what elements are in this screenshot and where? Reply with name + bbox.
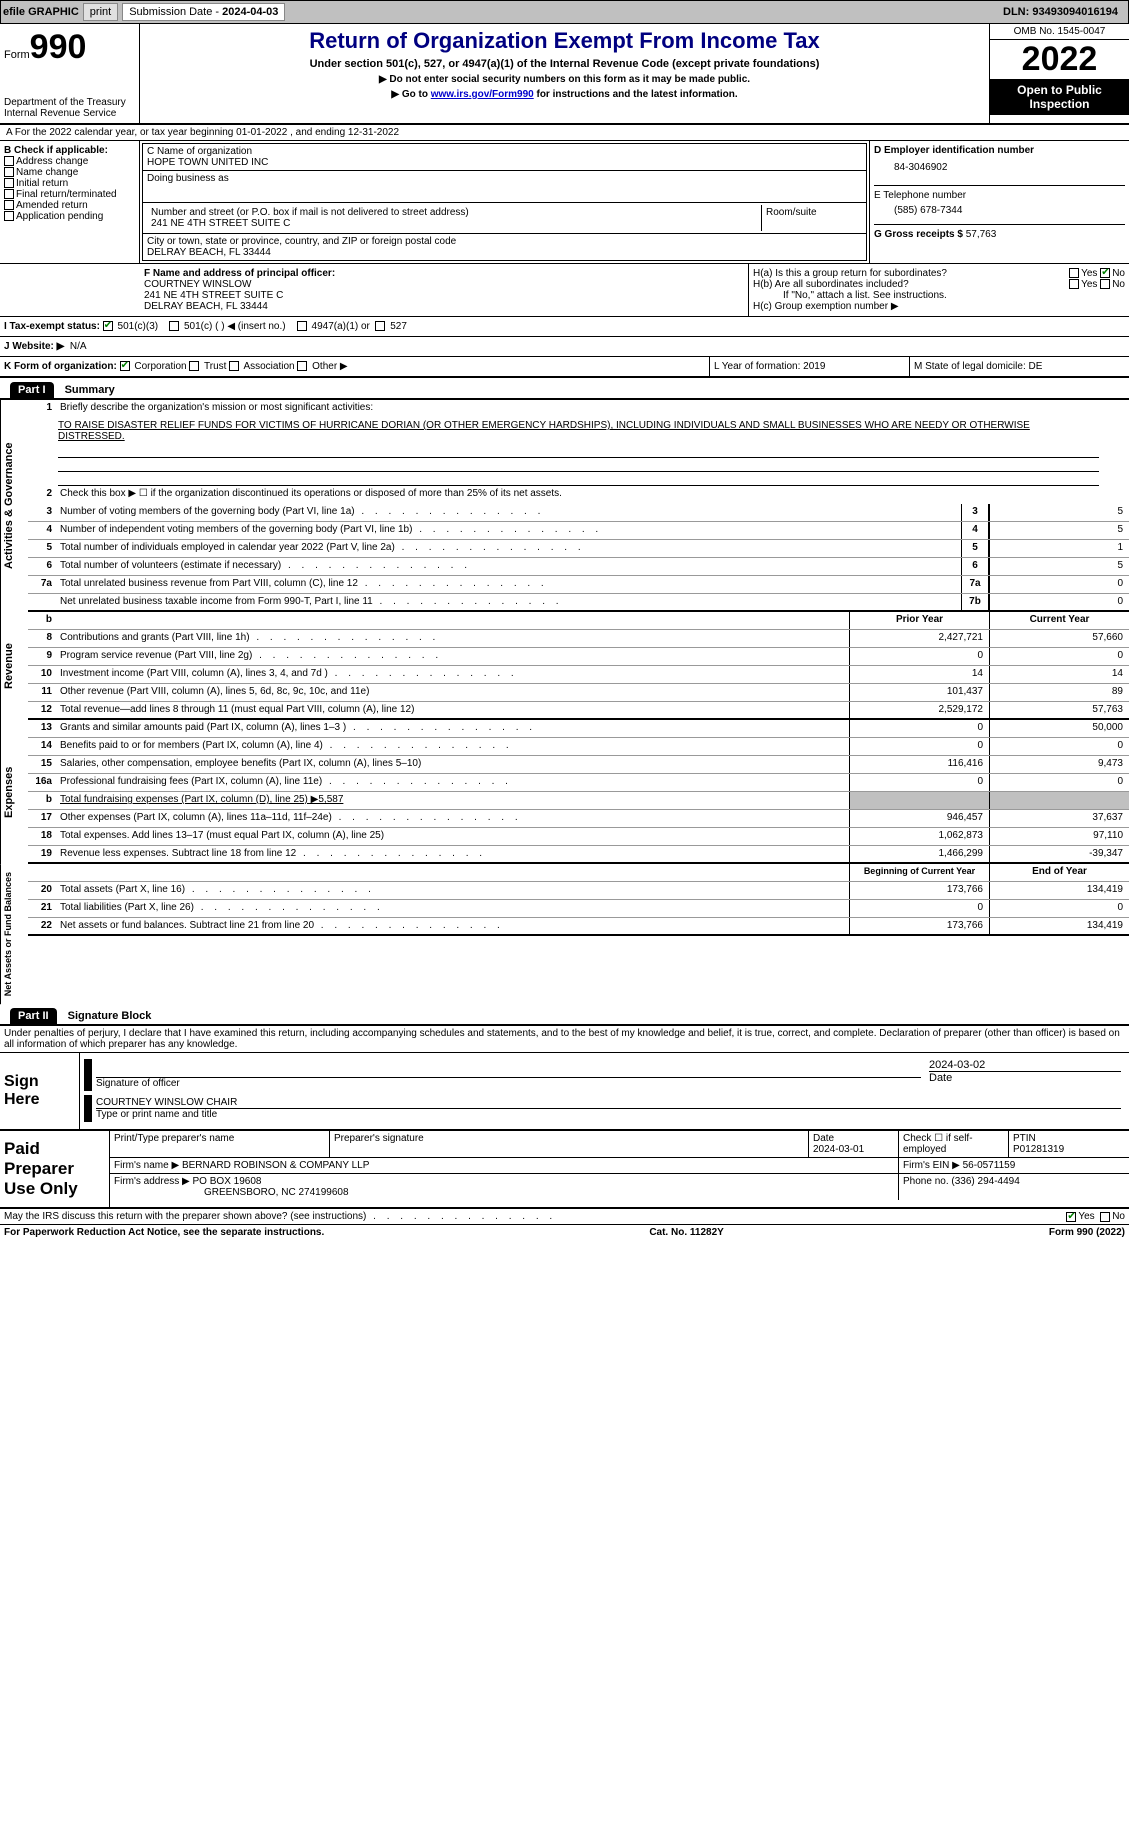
cb-ha-no[interactable] xyxy=(1100,268,1110,278)
telephone: (585) 678-7344 xyxy=(874,201,1125,224)
ein-value: 84-3046902 xyxy=(874,156,1125,185)
omb-number: OMB No. 1545-0047 xyxy=(990,24,1129,40)
tax-exempt-status: I Tax-exempt status: 501(c)(3) 501(c) ( … xyxy=(0,317,1129,337)
cb-final[interactable] xyxy=(4,189,14,199)
part2-header: Part II Signature Block xyxy=(0,1004,1129,1024)
cb-ha-yes[interactable] xyxy=(1069,268,1079,278)
group-exemption: H(c) Group exemption number ▶ xyxy=(753,301,1125,312)
org-name-row: C Name of organization HOPE TOWN UNITED … xyxy=(143,144,866,171)
cb-name[interactable] xyxy=(4,167,14,177)
cb-corp[interactable] xyxy=(120,361,130,371)
dln: DLN: 93493094016194 xyxy=(1003,6,1126,18)
cb-trust[interactable] xyxy=(189,361,199,371)
topbar: efile GRAPHIC print Submission Date - 20… xyxy=(0,0,1129,24)
form-org-row: K Form of organization: Corporation Trus… xyxy=(0,357,1129,378)
firm-phone: Phone no. (336) 294-4494 xyxy=(899,1174,1129,1200)
label-expenses: Expenses xyxy=(0,720,28,864)
label-netassets: Net Assets or Fund Balances xyxy=(0,864,28,1004)
group-return: H(a) Is this a group return for subordin… xyxy=(749,264,1129,316)
ptin: PTINP01281319 xyxy=(1009,1131,1129,1157)
year-formation: L Year of formation: 2019 xyxy=(709,357,909,376)
city-row: City or town, state or province, country… xyxy=(143,234,866,260)
paid-preparer-block: Paid Preparer Use Only Print/Type prepar… xyxy=(0,1131,1129,1209)
efile-label: efile GRAPHIC xyxy=(3,6,79,18)
cb-4947[interactable] xyxy=(297,321,307,331)
mission-text: TO RAISE DISASTER RELIEF FUNDS FOR VICTI… xyxy=(28,418,1129,444)
form-header: Form990 Department of the Treasury Inter… xyxy=(0,24,1129,125)
prep-date: Date2024-03-01 xyxy=(809,1131,899,1157)
header-left: Form990 Department of the Treasury Inter… xyxy=(0,24,140,123)
self-employed-check: Check ☐ if self-employed xyxy=(899,1131,1009,1157)
open-inspection: Open to Public Inspection xyxy=(990,79,1129,115)
cb-assoc[interactable] xyxy=(229,361,239,371)
tax-year: 2022 xyxy=(990,40,1129,79)
sign-here-block: Sign Here Signature of officer 2024-03-0… xyxy=(0,1053,1129,1131)
paid-preparer-label: Paid Preparer Use Only xyxy=(0,1131,110,1207)
label-governance: Activities & Governance xyxy=(0,400,28,612)
cb-amended[interactable] xyxy=(4,200,14,210)
cat-number: Cat. No. 11282Y xyxy=(649,1227,723,1238)
label-revenue: Revenue xyxy=(0,612,28,720)
section-bcd: B Check if applicable: Address change Na… xyxy=(0,141,1129,264)
website-row: J Website: ▶ N/A xyxy=(0,337,1129,357)
preparer-name: Print/Type preparer's name xyxy=(110,1131,330,1157)
form-subtitle: Under section 501(c), 527, or 4947(a)(1)… xyxy=(150,58,979,70)
summary-revenue: Revenue bPrior YearCurrent Year 8Contrib… xyxy=(0,612,1129,720)
principal-officer: F Name and address of principal officer:… xyxy=(140,264,749,316)
paperwork-notice: For Paperwork Reduction Act Notice, see … xyxy=(0,1225,1129,1240)
header-right: OMB No. 1545-0047 2022 Open to Public In… xyxy=(989,24,1129,123)
discuss-row: May the IRS discuss this return with the… xyxy=(0,1209,1129,1225)
col-b-checkboxes: B Check if applicable: Address change Na… xyxy=(0,141,140,263)
summary-netassets: Net Assets or Fund Balances Beginning of… xyxy=(0,864,1129,1004)
cb-discuss-no[interactable] xyxy=(1100,1212,1110,1222)
dept-treasury: Department of the Treasury xyxy=(4,97,135,108)
cb-pending[interactable] xyxy=(4,211,14,221)
cb-501c3[interactable] xyxy=(103,321,113,331)
firm-address: Firm's address ▶ PO BOX 19608 GREENSBORO… xyxy=(110,1174,899,1200)
officer-name: COURTNEY WINSLOW CHAIR Type or print nam… xyxy=(84,1095,1125,1122)
form-title: Return of Organization Exempt From Incom… xyxy=(150,28,979,54)
state-domicile: M State of legal domicile: DE xyxy=(909,357,1129,376)
gross-receipts: G Gross receipts $ 57,763 xyxy=(874,224,1125,240)
cb-discuss-yes[interactable] xyxy=(1066,1212,1076,1222)
officer-signature: Signature of officer xyxy=(84,1059,925,1091)
firm-ein: Firm's EIN ▶ 56-0571159 xyxy=(899,1158,1129,1173)
section-fgh: F Name and address of principal officer:… xyxy=(0,264,1129,317)
part1-header: Part I Summary xyxy=(0,378,1129,398)
org-street: 241 NE 4TH STREET SUITE C xyxy=(151,218,757,229)
irs-label: Internal Revenue Service xyxy=(4,108,135,119)
signature-declaration: Under penalties of perjury, I declare th… xyxy=(0,1024,1129,1053)
firm-name: Firm's name ▶ BERNARD ROBINSON & COMPANY… xyxy=(110,1158,899,1173)
cb-501c[interactable] xyxy=(169,321,179,331)
cb-hb-no[interactable] xyxy=(1100,279,1110,289)
street-row: Number and street (or P.O. box if mail i… xyxy=(143,203,866,234)
preparer-sig: Preparer's signature xyxy=(330,1131,809,1157)
cb-initial[interactable] xyxy=(4,178,14,188)
submission-date: Submission Date - 2024-04-03 xyxy=(122,3,285,21)
header-middle: Return of Organization Exempt From Incom… xyxy=(140,24,989,123)
irs-link[interactable]: www.irs.gov/Form990 xyxy=(431,89,534,100)
ssn-note: ▶ Do not enter social security numbers o… xyxy=(150,74,979,85)
cb-address[interactable] xyxy=(4,156,14,166)
org-city: DELRAY BEACH, FL 33444 xyxy=(147,247,862,258)
cb-hb-yes[interactable] xyxy=(1069,279,1079,289)
row-a-calendar: A For the 2022 calendar year, or tax yea… xyxy=(0,125,1129,141)
dba-row: Doing business as xyxy=(143,171,866,203)
summary-expenses: Expenses 13Grants and similar amounts pa… xyxy=(0,720,1129,864)
goto-note: ▶ Go to www.irs.gov/Form990 for instruct… xyxy=(150,89,979,100)
col-d-ein: D Employer identification number 84-3046… xyxy=(869,141,1129,263)
org-name: HOPE TOWN UNITED INC xyxy=(147,157,862,168)
cb-527[interactable] xyxy=(375,321,385,331)
print-button[interactable]: print xyxy=(83,3,118,21)
col-c-org: C Name of organization HOPE TOWN UNITED … xyxy=(140,141,869,263)
cb-other[interactable] xyxy=(297,361,307,371)
summary-governance: Activities & Governance 1Briefly describ… xyxy=(0,398,1129,612)
sign-here-label: Sign Here xyxy=(0,1053,80,1129)
form-footer: Form 990 (2022) xyxy=(1049,1227,1125,1238)
sig-date: 2024-03-02 Date xyxy=(925,1057,1125,1093)
room-suite: Room/suite xyxy=(762,205,862,231)
